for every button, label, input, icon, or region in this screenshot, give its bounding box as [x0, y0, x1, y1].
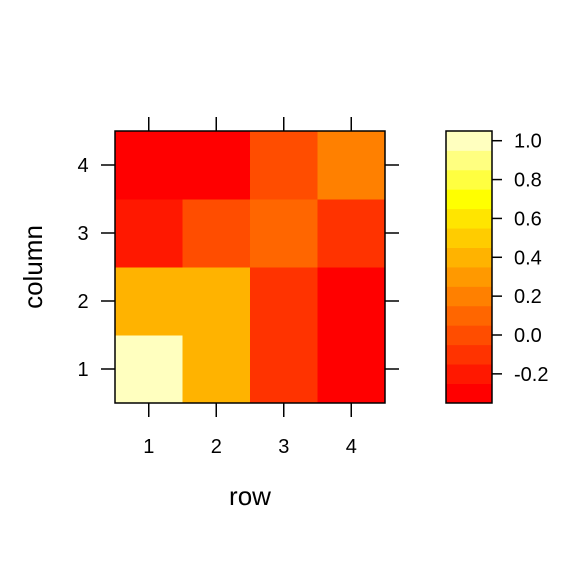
colorbar-swatch	[446, 364, 492, 384]
colorbar-tick-label: 0.6	[514, 208, 542, 230]
colorbar-legend: -0.2 0.0 0.2 0.4 0.6 0.8 1.0	[445, 130, 548, 404]
colorbar-swatch	[446, 189, 492, 210]
x-tick-label: 3	[278, 436, 289, 458]
colorbar-tick-label: 0.2	[514, 286, 542, 308]
y-tick-label: 3	[77, 223, 88, 245]
colorbar-swatch	[446, 247, 492, 268]
colorbar-swatch	[446, 150, 492, 171]
heatmap-cell-r2-c2	[182, 267, 251, 336]
y-axis-ticks: 1 2 3 4	[77, 155, 399, 381]
x-axis-title: row	[229, 481, 271, 511]
colorbar-tick-label: -0.2	[514, 364, 548, 386]
x-tick-label: 2	[211, 436, 222, 458]
y-axis-title: column	[18, 225, 48, 309]
colorbar-frame	[445, 130, 493, 404]
colorbar-swatch	[446, 383, 492, 404]
y-tick-label: 1	[77, 359, 88, 381]
heatmap-cell-r3-c2	[250, 267, 318, 336]
heatmap-cell-r1-c2	[115, 267, 183, 336]
colorbar-swatch	[446, 228, 492, 248]
y-tick-label: 2	[77, 291, 88, 313]
heatmap-cell-r1-c3	[115, 199, 183, 268]
heatmap-cell-r4-c4	[317, 131, 386, 200]
colorbar-swatch	[446, 169, 492, 190]
plot-frame	[114, 130, 386, 404]
heatmap-cell-r2-c1	[182, 335, 251, 404]
colorbar-swatch	[446, 131, 492, 151]
heatmap-cell-r1-c4	[115, 131, 183, 200]
heatmap-cell-r4-c3	[317, 199, 386, 268]
colorbar-swatch	[446, 325, 492, 346]
heatmap-cell-r3-c1	[250, 335, 318, 404]
x-axis-ticks: 1 2 3 4	[143, 117, 357, 458]
colorbar-swatch	[446, 286, 492, 307]
heatmap-cell-r1-c1	[115, 335, 183, 404]
heatmap-cells	[115, 131, 386, 404]
heatmap-cell-r2-c3	[182, 199, 251, 268]
heatmap-cell-r4-c1	[317, 335, 386, 404]
heatmap-cell-r3-c3	[250, 199, 318, 268]
colorbar-tick-label: 0.0	[514, 325, 542, 347]
y-tick-label: 4	[77, 155, 88, 177]
heatmap-cell-r2-c4	[182, 131, 251, 200]
colorbar-swatch	[446, 208, 492, 229]
colorbar-tick-label: 1.0	[514, 131, 542, 153]
colorbar-swatch	[446, 267, 492, 287]
x-tick-label: 1	[143, 436, 154, 458]
colorbar-tick-label: 0.8	[514, 170, 542, 192]
colorbar-swatch	[446, 344, 492, 365]
heatmap-cell-r4-c2	[317, 267, 386, 336]
heatmap-cell-r3-c4	[250, 131, 318, 200]
x-tick-label: 4	[346, 436, 357, 458]
colorbar-swatch	[446, 305, 492, 326]
colorbar-tick-label: 0.4	[514, 247, 542, 269]
